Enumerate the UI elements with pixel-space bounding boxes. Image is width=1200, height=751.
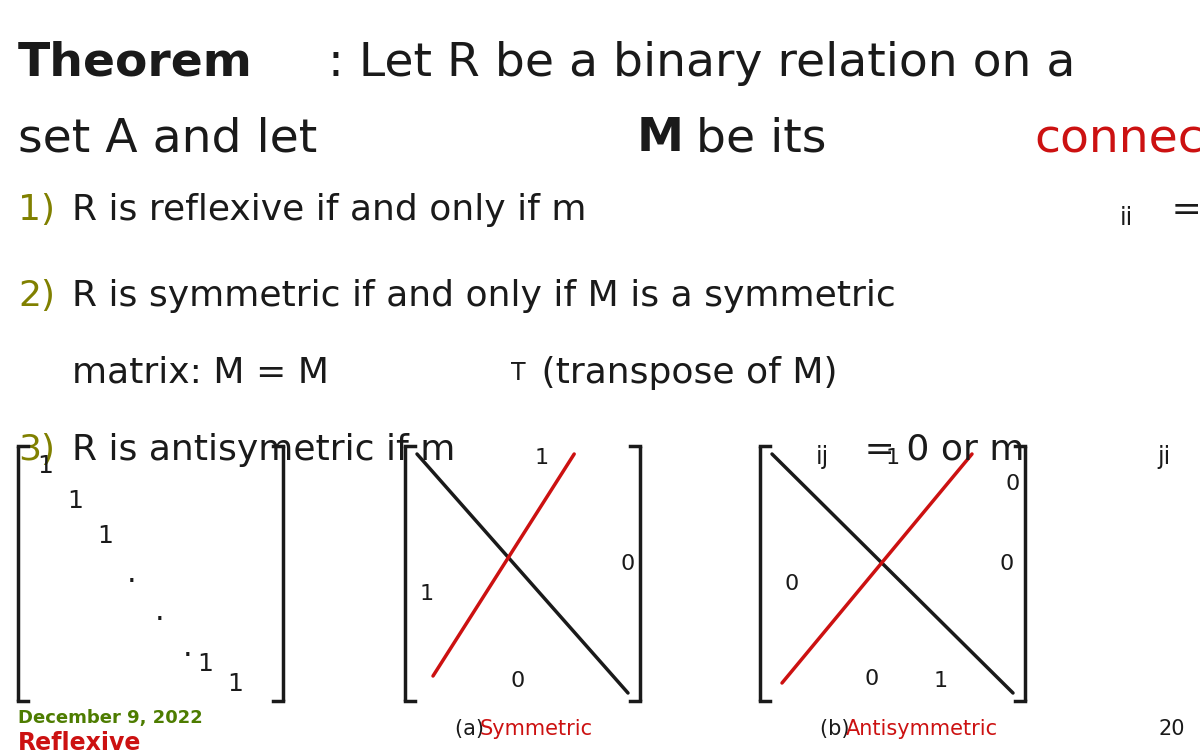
Text: Theorem: Theorem bbox=[18, 41, 253, 86]
Text: R is symmetric if and only if M is a symmetric: R is symmetric if and only if M is a sym… bbox=[72, 279, 895, 313]
Text: (a): (a) bbox=[455, 719, 491, 739]
Text: R is reflexive if and only if m: R is reflexive if and only if m bbox=[72, 193, 587, 227]
Text: 3): 3) bbox=[18, 433, 55, 467]
Text: = 0 or m: = 0 or m bbox=[853, 433, 1025, 467]
Text: 0: 0 bbox=[1006, 474, 1020, 494]
Text: Reflexive: Reflexive bbox=[18, 731, 142, 751]
Text: 1: 1 bbox=[934, 671, 947, 691]
Text: be its: be its bbox=[682, 116, 841, 161]
Text: 1: 1 bbox=[886, 448, 900, 468]
Text: R is antisymetric if m: R is antisymetric if m bbox=[72, 433, 455, 467]
Text: matrix: M = M: matrix: M = M bbox=[72, 356, 329, 390]
Text: 0: 0 bbox=[620, 553, 635, 574]
Text: 1: 1 bbox=[67, 489, 83, 513]
Text: 20: 20 bbox=[1158, 719, 1186, 739]
Text: Symmetric: Symmetric bbox=[480, 719, 593, 739]
Text: 1: 1 bbox=[197, 652, 212, 676]
Text: M: M bbox=[637, 116, 684, 161]
Text: ii: ii bbox=[1120, 206, 1133, 230]
Text: .: . bbox=[184, 634, 193, 662]
Text: 0: 0 bbox=[1000, 553, 1014, 574]
Text: set A and let: set A and let bbox=[18, 116, 332, 161]
Text: 1: 1 bbox=[37, 454, 53, 478]
Text: T: T bbox=[511, 361, 526, 385]
Text: 0: 0 bbox=[511, 671, 524, 691]
Text: connection: connection bbox=[1034, 116, 1200, 161]
Text: 1: 1 bbox=[534, 448, 548, 468]
Text: 1: 1 bbox=[227, 672, 242, 696]
Text: = 1 for all i.: = 1 for all i. bbox=[1159, 193, 1200, 227]
Text: .: . bbox=[155, 596, 164, 626]
Text: December 9, 2022: December 9, 2022 bbox=[18, 709, 203, 727]
Text: (transpose of M): (transpose of M) bbox=[530, 356, 838, 390]
Text: 2): 2) bbox=[18, 279, 55, 313]
Text: Antisymmetric: Antisymmetric bbox=[846, 719, 998, 739]
Text: ij: ij bbox=[816, 445, 829, 469]
Text: = 0 for all i ≠ j: = 0 for all i ≠ j bbox=[1195, 433, 1200, 467]
Text: 1: 1 bbox=[97, 524, 113, 548]
Text: 0: 0 bbox=[864, 669, 878, 689]
Text: ji: ji bbox=[1157, 445, 1171, 469]
Text: : Let R be a binary relation on a: : Let R be a binary relation on a bbox=[329, 41, 1091, 86]
Text: 0: 0 bbox=[785, 574, 799, 593]
Text: 1): 1) bbox=[18, 193, 55, 227]
Text: (b): (b) bbox=[820, 719, 856, 739]
Text: 1: 1 bbox=[420, 584, 434, 604]
Text: .: . bbox=[127, 559, 137, 589]
